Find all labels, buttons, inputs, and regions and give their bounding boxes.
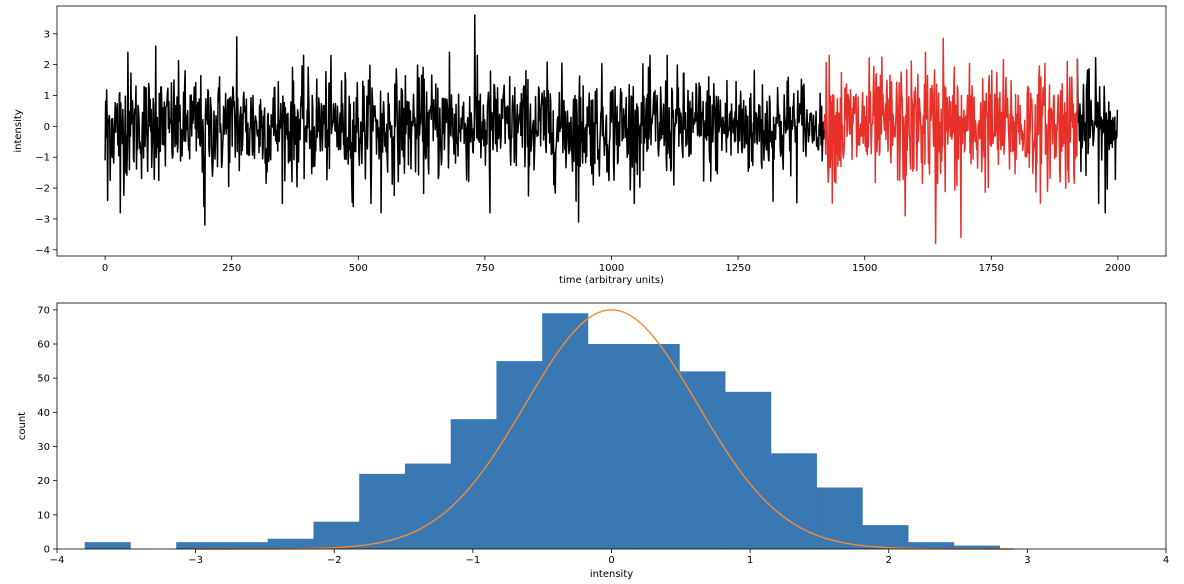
x-tick-label: 1000	[599, 263, 624, 274]
time-series-y-axis-label: intensity	[13, 109, 24, 152]
series-line-highlight	[823, 37, 1079, 245]
y-tick-label: 1	[44, 91, 50, 102]
x-tick-label: 500	[349, 263, 368, 274]
histogram-frame	[56, 302, 1167, 550]
time-series-panel: 0 250 500 750 1000 1250 1500 1750 2000 −4 −3 −2 −1 0 1…	[13, 5, 1167, 286]
time-series-ticks: 0 250 500 750 1000 1250 1500 1750 2000 −4 −3 −2 −1 0 1…	[35, 29, 1130, 274]
histogram-bar	[542, 313, 589, 549]
x-tick-label: −4	[50, 555, 65, 566]
x-tick-label: 250	[222, 263, 241, 274]
y-tick-label: 40	[37, 408, 50, 419]
histogram-bar	[313, 521, 360, 549]
gaussian-fit-curve	[195, 309, 1014, 550]
histogram-y-axis-label: count	[17, 412, 28, 440]
x-tick-label: 1	[747, 555, 753, 566]
x-tick-label: 750	[475, 263, 494, 274]
histogram-bar	[404, 463, 451, 549]
histogram-bar	[221, 542, 269, 549]
histogram-bar	[679, 371, 726, 549]
x-tick-label: −1	[466, 555, 481, 566]
histogram-bar	[770, 453, 817, 549]
histogram-bar	[725, 391, 772, 549]
time-series-data	[104, 14, 1119, 245]
y-tick-label: −4	[35, 245, 50, 256]
histogram-bar	[587, 344, 634, 549]
histogram-bar	[953, 545, 1000, 549]
series-line-before	[104, 14, 825, 226]
x-tick-label: 1250	[725, 263, 750, 274]
histogram-bar	[496, 361, 543, 549]
y-tick-label: 3	[44, 29, 50, 40]
x-tick-label: 0	[102, 263, 108, 274]
x-tick-label: 3	[1024, 555, 1030, 566]
x-tick-label: 4	[1163, 555, 1169, 566]
histogram-bar	[450, 419, 497, 549]
histogram-bar	[84, 542, 131, 549]
x-tick-label: 2000	[1105, 263, 1130, 274]
y-tick-label: 2	[44, 60, 50, 71]
histogram-x-axis-label: intensity	[590, 569, 633, 580]
x-tick-label: 0	[608, 555, 614, 566]
y-tick-label: 10	[37, 510, 50, 521]
y-tick-label: 0	[44, 122, 50, 133]
time-series-frame	[56, 5, 1167, 257]
histogram-bar	[176, 542, 223, 549]
x-tick-label: 1750	[979, 263, 1004, 274]
histogram-bar	[633, 344, 680, 549]
y-tick-label: 60	[37, 340, 50, 351]
y-tick-label: 70	[37, 305, 50, 316]
series-line-after	[1076, 56, 1119, 214]
y-tick-label: −1	[35, 153, 50, 164]
time-series-x-axis-label: time (arbitrary units)	[559, 275, 664, 286]
histogram-bar	[359, 473, 406, 549]
y-tick-label: −2	[35, 184, 50, 195]
x-tick-label: 1500	[852, 263, 877, 274]
histogram-bar	[267, 538, 314, 549]
x-tick-label: −3	[188, 555, 203, 566]
y-tick-label: 0	[44, 545, 50, 556]
histogram-bar	[908, 542, 955, 549]
y-tick-label: 30	[37, 442, 50, 453]
y-tick-label: 50	[37, 374, 50, 385]
y-tick-label: 20	[37, 476, 50, 487]
y-tick-label: −3	[35, 214, 50, 225]
histogram-bars	[84, 313, 1000, 549]
histogram-bar	[862, 525, 909, 549]
x-tick-label: −2	[327, 555, 342, 566]
x-tick-label: 2	[886, 555, 892, 566]
histogram-bar	[816, 487, 863, 549]
